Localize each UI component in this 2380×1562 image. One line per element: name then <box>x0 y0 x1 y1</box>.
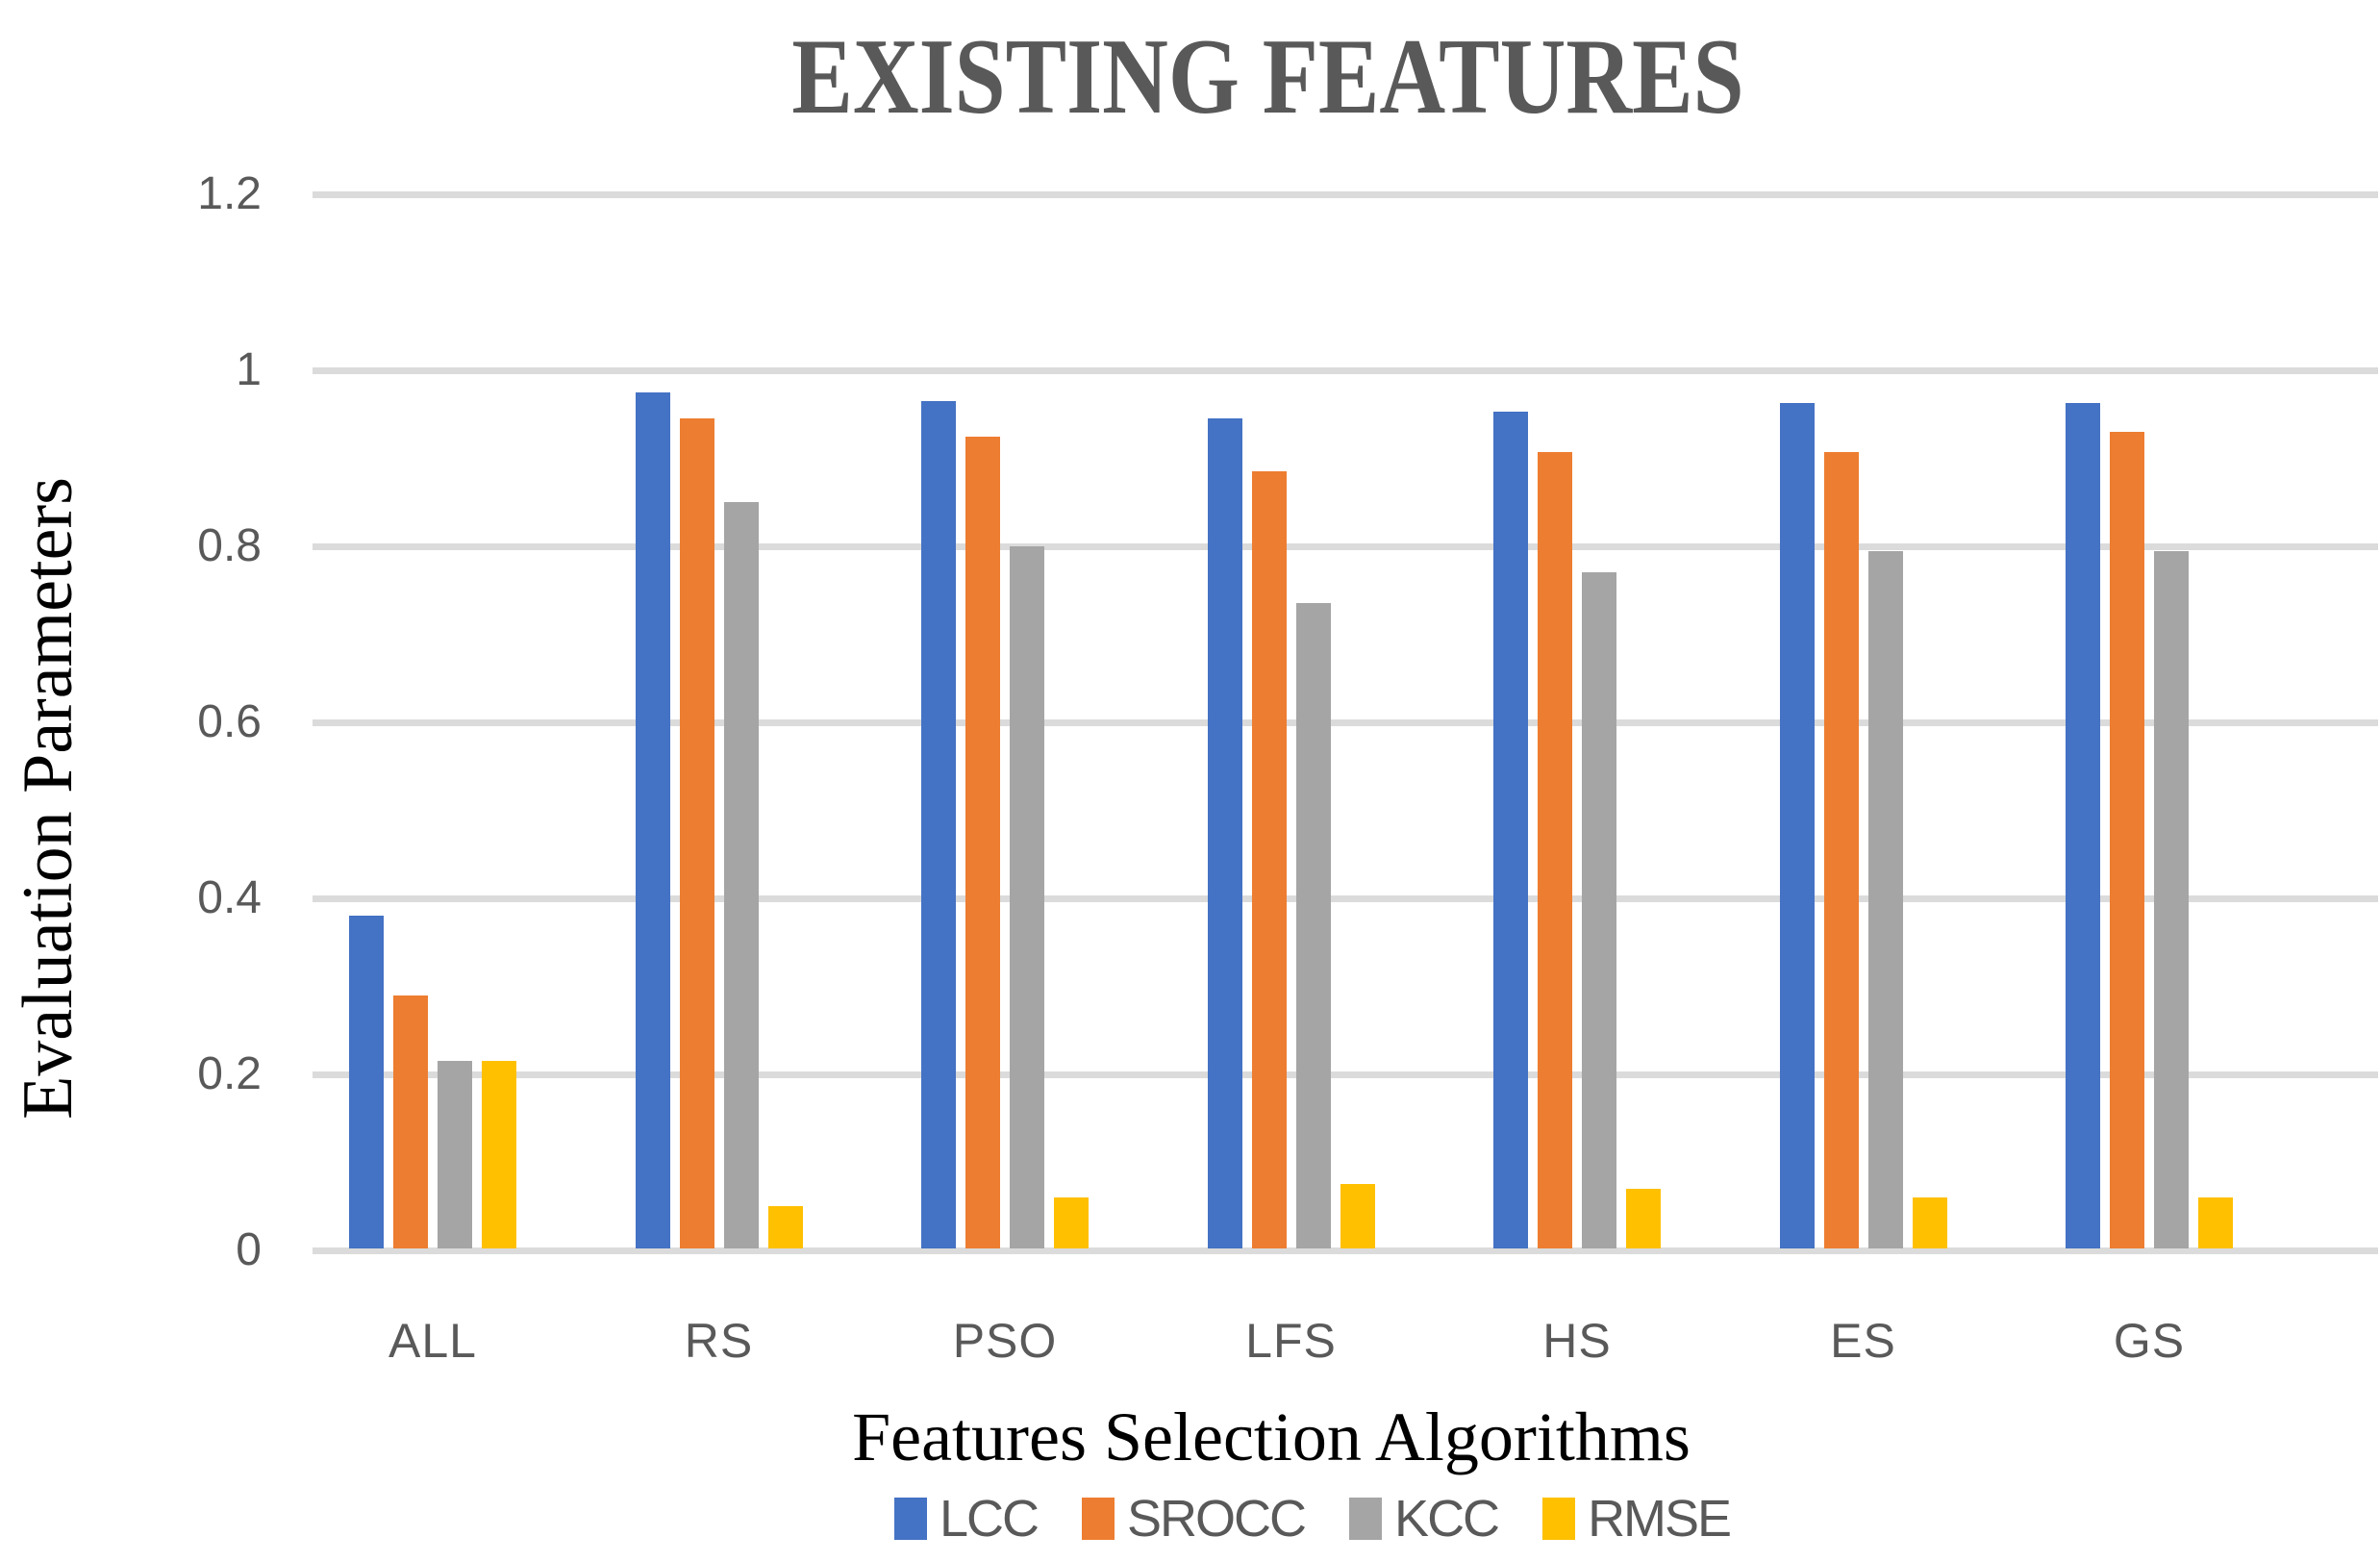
bar-RS-LCC <box>635 392 670 1248</box>
x-tick-label-ALL: ALL <box>388 1314 477 1368</box>
y-tick-label-0.2: 0.2 <box>197 1048 262 1099</box>
y-tick-label-1.2: 1.2 <box>197 168 262 219</box>
bar-HS-RMSE <box>1626 1189 1661 1248</box>
y-tick-label-1: 1 <box>236 344 262 395</box>
bar-PSO-RMSE <box>1054 1197 1089 1248</box>
legend: LCC SROCC KCC RMSE <box>894 1490 1732 1548</box>
bar-RS-SROCC <box>679 418 714 1248</box>
bar-PSO-SROCC <box>965 437 1000 1248</box>
bar-HS-LCC <box>1493 412 1528 1248</box>
gridline-0 <box>313 1247 2378 1254</box>
bar-ES-LCC <box>1779 403 1815 1248</box>
bar-GS-KCC <box>2154 551 2189 1248</box>
y-tick-label-0.8: 0.8 <box>197 520 262 571</box>
bar-GS-RMSE <box>2198 1197 2233 1248</box>
bar-ALL-SROCC <box>393 995 428 1248</box>
gridline-1 <box>313 367 2378 374</box>
legend-item-KCC: KCC <box>1349 1490 1500 1548</box>
legend-item-SROCC: SROCC <box>1082 1490 1307 1548</box>
y-axis-title: Evaluation Parameters <box>9 477 88 1120</box>
y-tick-label-0.4: 0.4 <box>197 872 262 923</box>
bar-ES-SROCC <box>1823 452 1859 1248</box>
gridline-0.8 <box>313 543 2378 550</box>
x-tick-label-RS: RS <box>684 1314 754 1368</box>
legend-item-RMSE: RMSE <box>1542 1490 1732 1548</box>
gridline-1.2 <box>313 191 2378 198</box>
bar-ALL-RMSE <box>482 1061 516 1248</box>
legend-label-LCC: LCC <box>939 1490 1040 1548</box>
gridline-0.6 <box>313 719 2378 726</box>
x-tick-label-LFS: LFS <box>1245 1314 1337 1368</box>
legend-label-SROCC: SROCC <box>1127 1490 1307 1548</box>
bar-ALL-KCC <box>438 1061 472 1248</box>
bar-LFS-SROCC <box>1251 471 1287 1248</box>
bar-PSO-LCC <box>921 401 956 1248</box>
chart-title-text: EXISTING FEATURES <box>790 17 1744 137</box>
bar-RS-RMSE <box>767 1206 803 1248</box>
legend-swatch-LCC <box>894 1498 927 1540</box>
x-tick-label-ES: ES <box>1830 1314 1896 1368</box>
x-tick-label-GS: GS <box>2113 1314 2186 1368</box>
gridline-0.2 <box>313 1071 2378 1078</box>
legend-swatch-RMSE <box>1542 1498 1576 1540</box>
bar-HS-KCC <box>1582 572 1616 1248</box>
bar-ES-RMSE <box>1912 1197 1947 1248</box>
y-tick-label-0: 0 <box>236 1224 262 1275</box>
bar-PSO-KCC <box>1010 546 1044 1248</box>
bar-LFS-RMSE <box>1340 1184 1375 1248</box>
legend-label-KCC: KCC <box>1394 1490 1500 1548</box>
x-tick-label-PSO: PSO <box>952 1314 1058 1368</box>
bar-GS-LCC <box>2066 403 2100 1248</box>
bar-LFS-LCC <box>1207 418 1242 1248</box>
legend-swatch-KCC <box>1349 1498 1383 1540</box>
bar-ALL-LCC <box>349 916 384 1248</box>
legend-item-LCC: LCC <box>894 1490 1040 1548</box>
bar-HS-SROCC <box>1538 452 1572 1248</box>
gridline-0.4 <box>313 895 2378 902</box>
y-tick-label-0.6: 0.6 <box>197 696 262 747</box>
bar-GS-SROCC <box>2110 432 2144 1248</box>
bar-ES-KCC <box>1867 551 1903 1248</box>
x-tick-label-HS: HS <box>1542 1314 1612 1368</box>
legend-label-RMSE: RMSE <box>1588 1490 1732 1548</box>
bar-RS-KCC <box>723 502 759 1248</box>
x-axis-title-text: Features Selection Algorithms <box>852 1398 1691 1475</box>
bar-LFS-KCC <box>1295 603 1331 1248</box>
legend-swatch-SROCC <box>1082 1498 1115 1540</box>
